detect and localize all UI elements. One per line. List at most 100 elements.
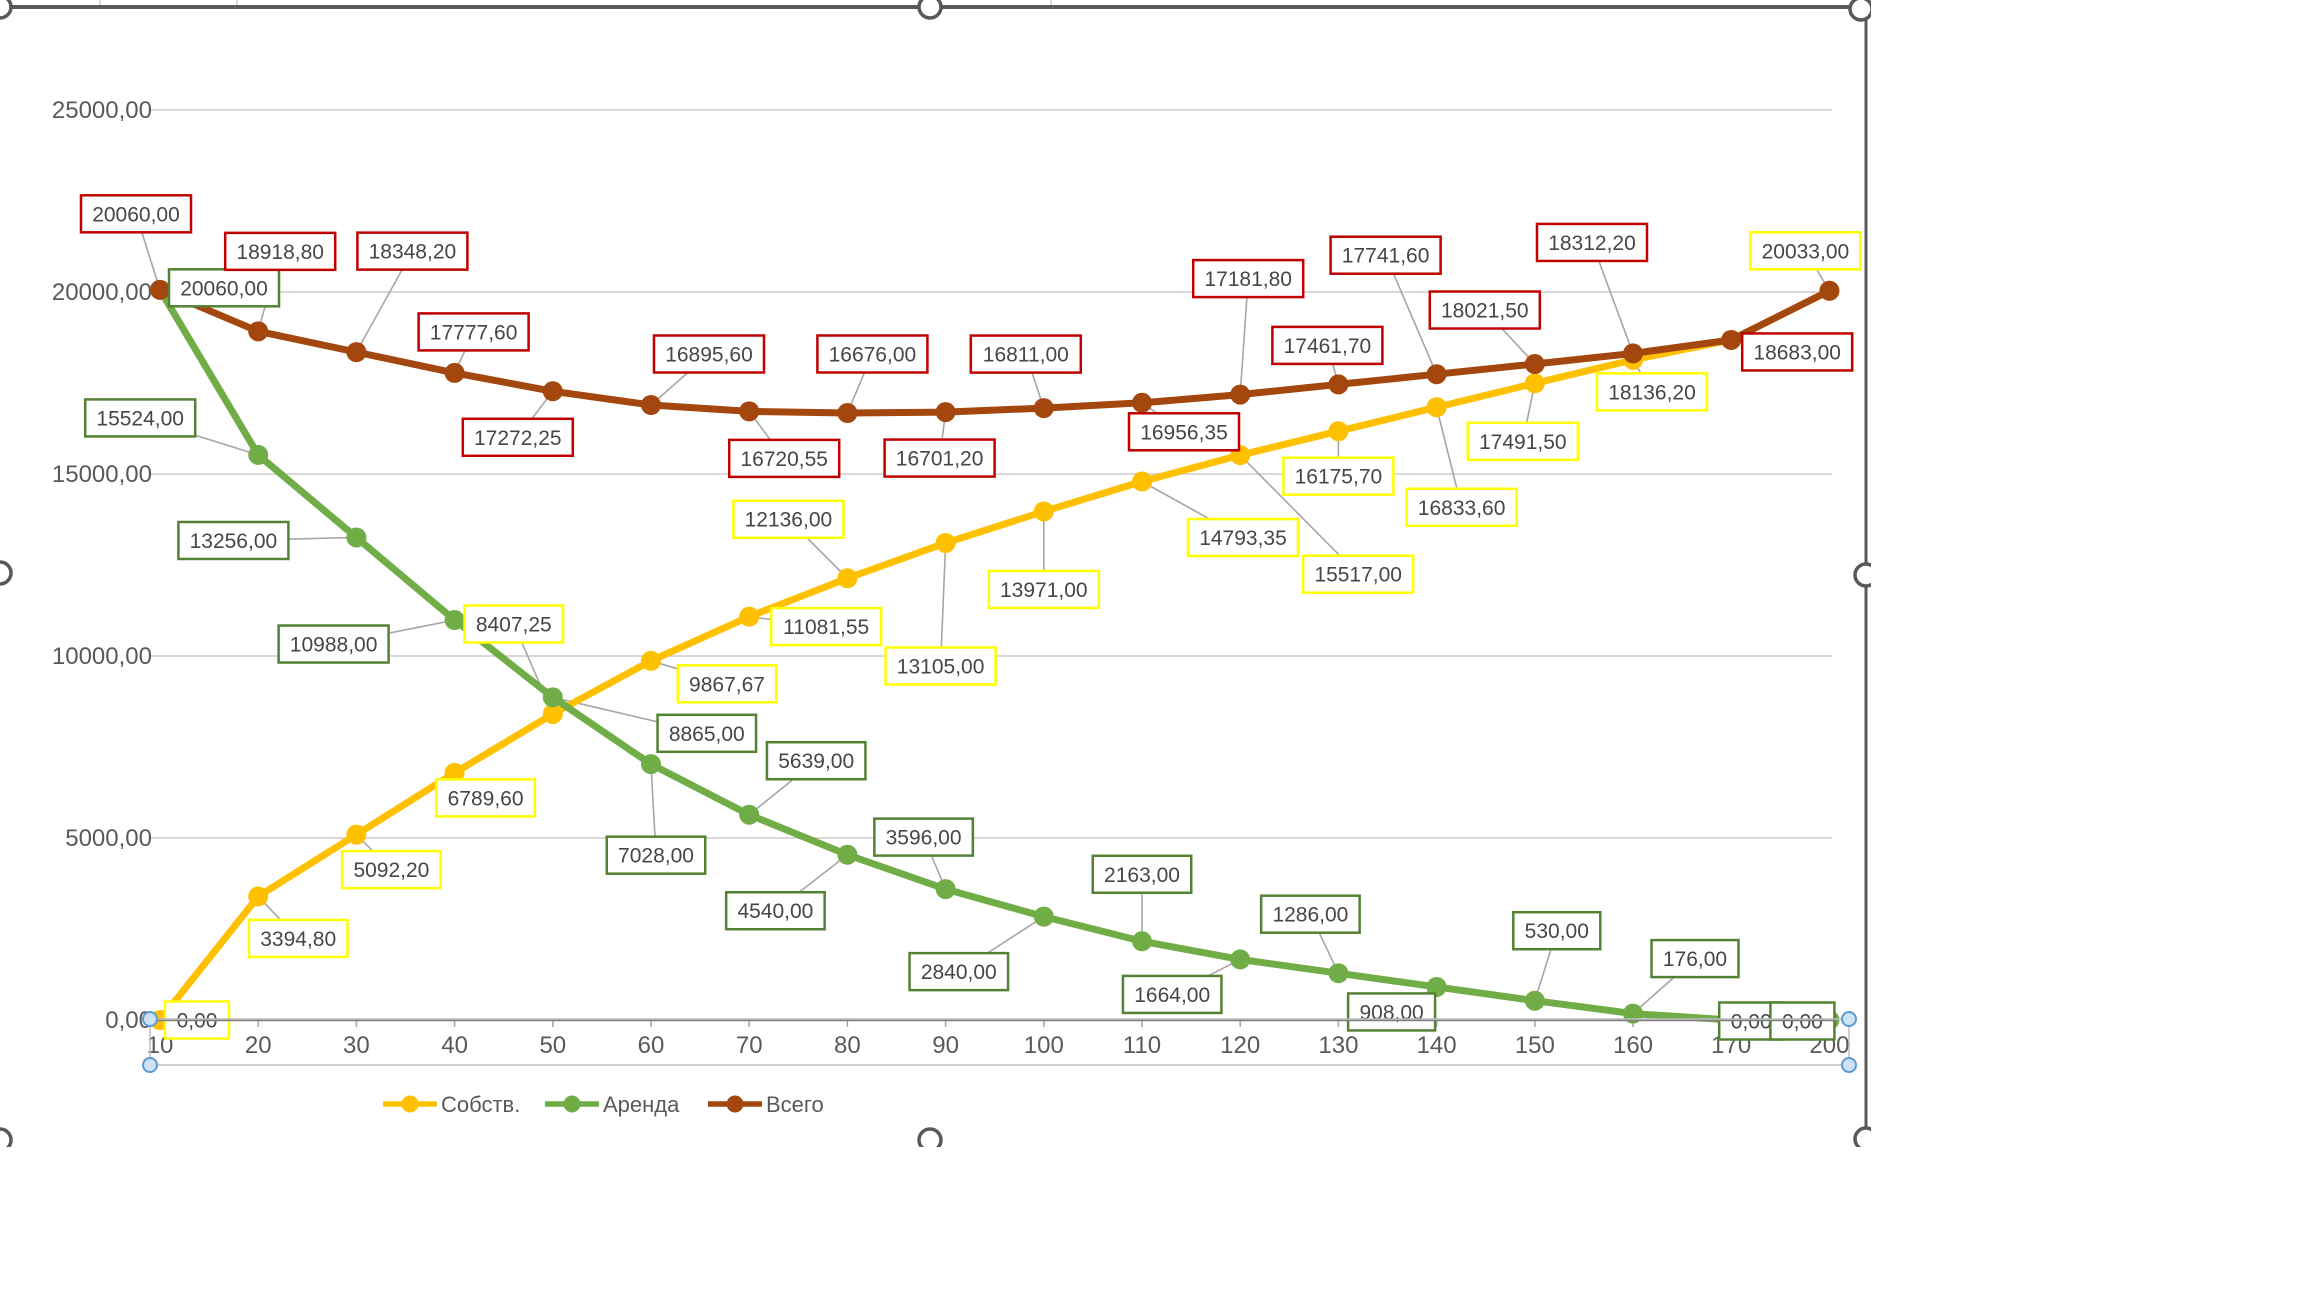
data-point[interactable] — [150, 279, 170, 300]
data-label-box[interactable] — [356, 231, 469, 271]
data-point[interactable] — [837, 402, 858, 423]
data-label[interactable]: 20060,00 — [167, 268, 281, 308]
data-label-box[interactable] — [1329, 235, 1442, 275]
chart-frame[interactable] — [0, 0, 1877, 1151]
axis-selection-handle[interactable] — [1841, 1011, 1857, 1027]
data-point[interactable] — [1328, 963, 1349, 984]
data-label-box[interactable] — [247, 918, 349, 959]
data-point[interactable] — [739, 804, 760, 825]
data-label[interactable]: 17272,25 — [461, 417, 575, 458]
data-label[interactable]: 2163,00 — [1091, 854, 1193, 895]
legend-item-Собств.[interactable]: Собств. — [383, 1092, 520, 1117]
axis-selection-handle[interactable] — [1841, 1057, 1857, 1073]
data-point[interactable] — [935, 879, 956, 900]
data-label-box[interactable] — [656, 713, 758, 754]
data-point[interactable] — [444, 762, 465, 783]
data-label[interactable]: 18348,20 — [356, 231, 469, 271]
data-label[interactable]: 16956,35 — [1127, 412, 1241, 452]
data-label-box[interactable] — [1749, 231, 1862, 271]
data-label[interactable]: 4540,00 — [724, 890, 826, 931]
data-label-box[interactable] — [277, 624, 390, 664]
data-label[interactable]: 5639,00 — [765, 740, 867, 781]
data-label-box[interactable] — [1259, 894, 1361, 934]
data-label-box[interactable] — [340, 849, 442, 890]
data-point[interactable] — [641, 395, 661, 416]
data-label[interactable]: 3596,00 — [873, 817, 975, 857]
data-label[interactable]: 176,00 — [1650, 938, 1740, 979]
axis-selection-handle[interactable] — [142, 1057, 158, 1073]
chart-resize-handle[interactable] — [0, 0, 13, 20]
data-label-box[interactable] — [1650, 938, 1740, 979]
data-label-box[interactable] — [883, 438, 996, 478]
data-point[interactable] — [248, 886, 269, 907]
data-label-box[interactable] — [873, 817, 975, 857]
data-point[interactable] — [837, 568, 858, 589]
data-label-box[interactable] — [223, 231, 337, 272]
data-point[interactable] — [935, 402, 956, 423]
data-label[interactable]: 17777,60 — [417, 312, 530, 352]
data-point[interactable] — [542, 381, 563, 402]
data-label[interactable]: 13256,00 — [177, 520, 290, 561]
chart-resize-handle[interactable] — [0, 1127, 13, 1151]
data-label[interactable]: 20033,00 — [1749, 231, 1862, 271]
data-point[interactable] — [1524, 990, 1545, 1011]
data-label[interactable]: 14793,35 — [1186, 517, 1300, 558]
data-label[interactable]: 11081,55 — [769, 606, 883, 647]
data-label[interactable]: 16175,70 — [1282, 456, 1395, 496]
series-line-Всего[interactable] — [156, 286, 1833, 417]
data-label-box[interactable] — [1282, 456, 1395, 496]
data-label-box[interactable] — [969, 334, 1083, 374]
data-label[interactable]: 17491,50 — [1466, 421, 1580, 462]
data-point[interactable] — [1623, 343, 1643, 364]
data-label-box[interactable] — [727, 438, 841, 479]
chart-resize-handle[interactable] — [0, 560, 13, 586]
data-label-box[interactable] — [987, 569, 1101, 610]
data-label[interactable]: 16720,55 — [727, 438, 841, 479]
data-point[interactable] — [1524, 354, 1545, 375]
data-point[interactable] — [1328, 374, 1349, 395]
data-label-box[interactable] — [732, 499, 845, 539]
data-label[interactable]: 1286,00 — [1259, 894, 1361, 934]
legend-item-Всего[interactable]: Всего — [708, 1092, 824, 1117]
data-label[interactable]: 6789,60 — [435, 778, 537, 818]
data-label-box[interactable] — [1466, 421, 1580, 462]
data-point[interactable] — [1328, 421, 1349, 442]
data-label-box[interactable] — [1740, 332, 1854, 372]
data-point[interactable] — [1132, 392, 1152, 413]
data-label-box[interactable] — [605, 835, 707, 875]
data-label[interactable]: 18312,20 — [1535, 222, 1649, 263]
data-label[interactable]: 12136,00 — [732, 499, 845, 539]
data-label-box[interactable] — [1346, 992, 1437, 1032]
data-point[interactable] — [837, 844, 858, 865]
data-point[interactable] — [444, 610, 465, 631]
chart-resize-handle[interactable] — [917, 1127, 943, 1151]
data-label[interactable]: 908,00 — [1346, 992, 1437, 1032]
data-label[interactable]: 7028,00 — [605, 835, 707, 875]
data-label[interactable]: 2840,00 — [908, 951, 1010, 992]
data-point[interactable] — [1426, 397, 1447, 418]
data-label[interactable]: 13105,00 — [884, 646, 997, 686]
data-point[interactable] — [248, 321, 269, 342]
data-label[interactable]: 16701,20 — [883, 438, 996, 478]
data-point[interactable] — [739, 606, 760, 627]
data-label[interactable]: 8407,25 — [463, 604, 565, 644]
data-point[interactable] — [1033, 906, 1054, 927]
data-label-box[interactable] — [461, 417, 575, 458]
data-point[interactable] — [346, 342, 367, 363]
data-label[interactable]: 16676,00 — [816, 334, 929, 374]
data-label[interactable]: 18136,20 — [1595, 372, 1709, 412]
chart-resize-handle[interactable] — [1848, 0, 1872, 22]
data-label-box[interactable] — [167, 268, 281, 308]
data-label-box[interactable] — [1301, 554, 1415, 594]
data-label-box[interactable] — [83, 398, 197, 438]
data-label-box[interactable] — [1535, 222, 1649, 263]
data-labels[interactable]: 0,00 3394,80 5092,20 6789,60 8407,25 9867,67 1… — [79, 194, 1862, 1041]
data-point[interactable] — [641, 754, 661, 775]
data-label-box[interactable] — [1405, 487, 1518, 528]
data-point[interactable] — [641, 650, 661, 671]
data-label[interactable]: 1664,00 — [1121, 974, 1223, 1015]
data-point[interactable] — [346, 824, 367, 845]
data-label[interactable]: 10988,00 — [277, 624, 390, 664]
data-point[interactable] — [1426, 364, 1447, 385]
data-label-box[interactable] — [1186, 517, 1300, 558]
